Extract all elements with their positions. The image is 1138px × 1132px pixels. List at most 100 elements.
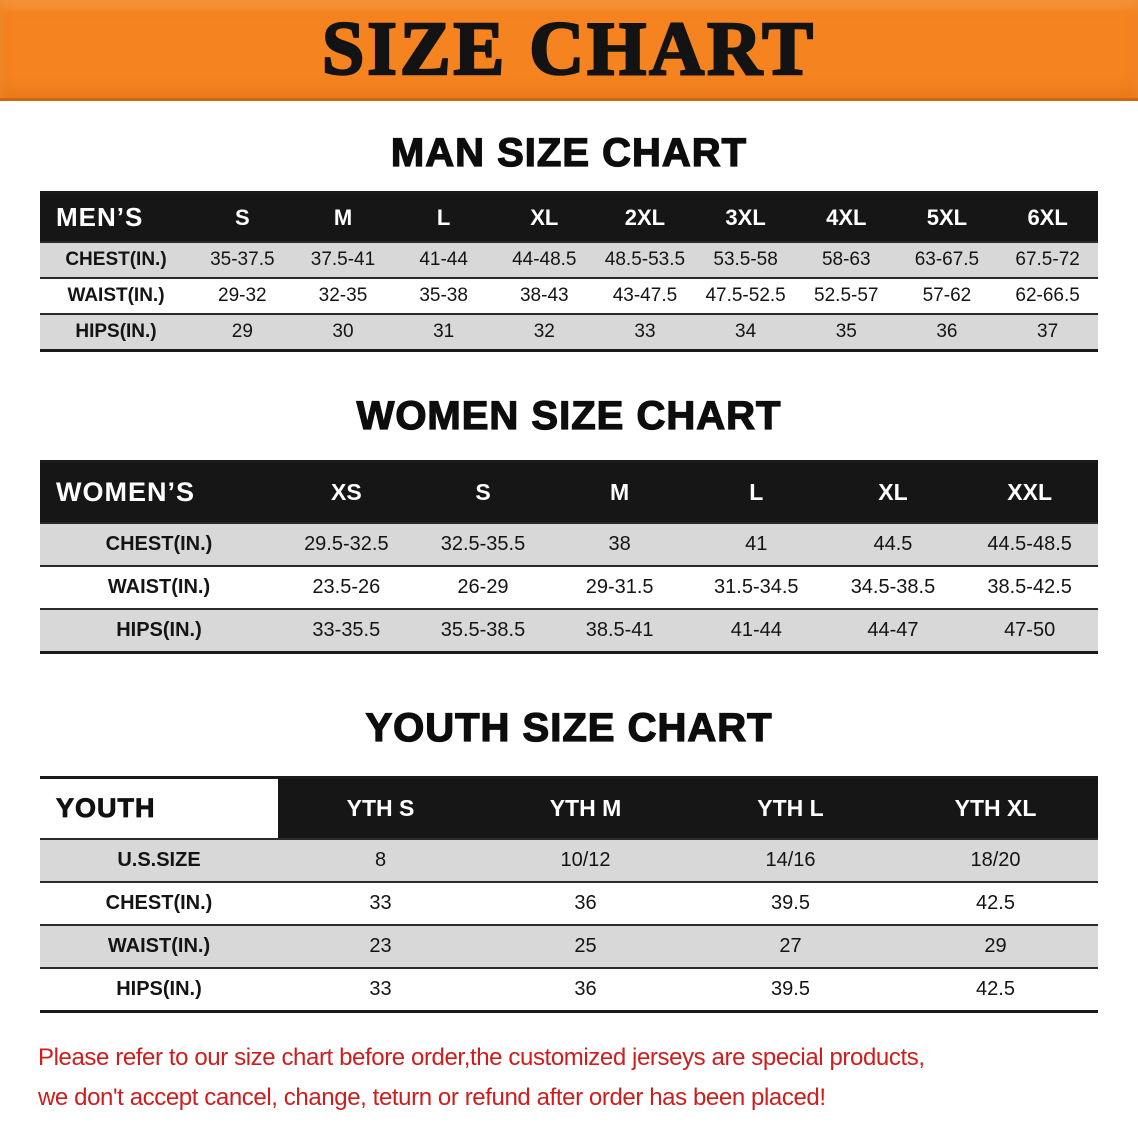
value-cell: 53.5-58 <box>713 249 778 270</box>
size-header-cell: 2XL <box>624 204 666 230</box>
value-cell: 63-67.5 <box>914 249 980 270</box>
size-header-cell: 5XL <box>926 204 968 230</box>
row-label-cell: HIPS(IN.) <box>116 619 202 641</box>
size-header-cell: M <box>610 479 630 505</box>
row-label-cell: WAIST(IN.) <box>67 285 165 306</box>
value-cell: 32.5-35.5 <box>440 533 526 555</box>
value-cell: 38 <box>608 533 631 555</box>
row-label-cell: WAIST(IN.) <box>107 935 211 957</box>
value-cell: 35-37.5 <box>210 249 275 270</box>
table-header-row: MEN’S S M L XL 2XL 3XL 4XL 5XL 6XL <box>40 192 1098 242</box>
value-cell: 37 <box>1037 321 1059 342</box>
table-header-row: WOMEN’S XS S M L XL XXL <box>40 461 1098 523</box>
men-section-heading: MAN SIZE CHART <box>390 130 748 175</box>
value-cell: 29 <box>984 935 1007 957</box>
value-cell: 33 <box>369 892 392 914</box>
row-label-cell: WAIST(IN.) <box>107 576 211 598</box>
value-cell: 23 <box>369 935 392 957</box>
value-cell: 32 <box>533 321 555 342</box>
table-row: WAIST(IN.) 29-32 32-35 35-38 38-43 43-47.5 47.… <box>40 278 1098 314</box>
row-label-cell: CHEST(IN.) <box>65 249 167 270</box>
value-cell: 26-29 <box>457 576 509 598</box>
row-label-cell: HIPS(IN.) <box>75 321 157 342</box>
value-cell: 52.5-57 <box>814 285 879 306</box>
row-label-cell: HIPS(IN.) <box>116 978 202 1000</box>
value-cell: 48.5-53.5 <box>604 249 686 270</box>
value-cell: 57-62 <box>922 285 972 306</box>
value-cell: 42.5 <box>976 978 1015 1000</box>
value-cell: 35 <box>835 321 857 342</box>
value-cell: 35.5-38.5 <box>440 619 526 641</box>
value-cell: 29-31.5 <box>585 576 654 598</box>
youth-size-table: YOUTH YTH S YTH M YTH L YTH XL U.S.SIZE 8 10/12… <box>40 776 1098 1013</box>
value-cell: 39.5 <box>771 892 810 914</box>
size-chart-banner: SIZE CHART <box>0 0 1138 101</box>
value-cell: 36 <box>574 978 597 1000</box>
women-section-heading: WOMEN SIZE CHART <box>356 393 782 438</box>
disclaimer-line-2: we don't accept cancel, change, teturn o… <box>38 1084 826 1111</box>
table-row: HIPS(IN.) 33-35.5 35.5-38.5 38.5-41 41-44 44-… <box>40 609 1098 653</box>
table-row: CHEST(IN.) 33 36 39.5 42.5 <box>40 882 1098 925</box>
value-cell: 29-32 <box>218 285 267 306</box>
size-header-cell: S <box>475 479 491 505</box>
row-label-cell: CHEST(IN.) <box>105 892 213 914</box>
value-cell: 44.5 <box>873 533 913 555</box>
table-header-row: YOUTH YTH S YTH M YTH L YTH XL <box>40 777 1098 839</box>
value-cell: 62-66.5 <box>1015 285 1080 306</box>
value-cell: 44-47 <box>867 619 919 641</box>
table-title-cell: WOMEN’S <box>56 477 195 507</box>
table-row: CHEST(IN.) 29.5-32.5 32.5-35.5 38 41 44.5 44.5… <box>40 523 1098 566</box>
disclaimer-note: Please refer to our size chart before or… <box>38 1043 1100 1113</box>
size-header-cell: 3XL <box>725 204 766 230</box>
value-cell: 58-63 <box>821 249 871 270</box>
table-row: WAIST(IN.) 23 25 27 29 <box>40 925 1098 968</box>
value-cell: 44.5-48.5 <box>987 533 1072 555</box>
value-cell: 10/12 <box>560 849 611 871</box>
size-header-cell: XS <box>330 479 362 505</box>
value-cell: 67.5-72 <box>1015 249 1080 270</box>
value-cell: 31 <box>433 321 455 342</box>
value-cell: 34 <box>735 321 757 342</box>
value-cell: 47.5-52.5 <box>705 285 786 306</box>
value-cell: 33 <box>369 978 392 1000</box>
value-cell: 33-35.5 <box>312 619 381 641</box>
size-header-cell: L <box>436 204 451 230</box>
youth-size-section: YOUTH SIZE CHART YOUTH YTH S YTH M YTH L YTH… <box>0 705 1138 1013</box>
women-size-section: WOMEN SIZE CHART WOMEN’S XS S M L XL XXL CHEST(… <box>0 393 1138 654</box>
value-cell: 30 <box>332 321 354 342</box>
men-size-section: MAN SIZE CHART MEN’S S M L XL 2XL 3XL 4XL 5XL 6XL… <box>0 130 1138 352</box>
disclaimer-line-1: Please refer to our size chart before or… <box>38 1044 925 1071</box>
value-cell: 33 <box>634 321 656 342</box>
value-cell: 47-50 <box>1004 619 1056 641</box>
value-cell: 41-44 <box>419 249 468 270</box>
size-header-cell: YTH L <box>757 795 824 821</box>
size-header-cell: YTH M <box>549 795 622 821</box>
value-cell: 38.5-41 <box>585 619 654 641</box>
men-size-table: MEN’S S M L XL 2XL 3XL 4XL 5XL 6XL CHEST(IN.) 35-37… <box>40 191 1098 352</box>
value-cell: 35-38 <box>419 285 468 306</box>
value-cell: 18/20 <box>970 849 1021 871</box>
size-header-cell: M <box>333 204 353 230</box>
size-header-cell: XL <box>530 204 559 230</box>
size-header-cell: XL <box>878 479 908 505</box>
table-title-cell: YOUTH <box>40 777 278 839</box>
size-header-cell: 6XL <box>1027 204 1068 230</box>
table-row: HIPS(IN.) 33 36 39.5 42.5 <box>40 968 1098 1012</box>
value-cell: 29 <box>231 321 253 342</box>
value-cell: 38.5-42.5 <box>987 576 1072 598</box>
value-cell: 39.5 <box>771 978 810 1000</box>
size-header-cell: L <box>749 479 764 505</box>
row-label-cell: U.S.SIZE <box>117 849 201 871</box>
table-title-cell: MEN’S <box>56 202 144 232</box>
value-cell: 29.5-32.5 <box>304 533 389 555</box>
table-row: U.S.SIZE 8 10/12 14/16 18/20 <box>40 839 1098 882</box>
value-cell: 32-35 <box>318 285 368 306</box>
row-label-cell: CHEST(IN.) <box>105 533 213 555</box>
size-header-cell: 4XL <box>826 204 867 230</box>
table-row: WAIST(IN.) 23.5-26 26-29 29-31.5 31.5-34.5 34… <box>40 566 1098 609</box>
value-cell: 41 <box>745 533 768 555</box>
value-cell: 34.5-38.5 <box>850 576 936 598</box>
size-header-cell: XXL <box>1007 479 1052 505</box>
size-header-cell: S <box>234 204 250 230</box>
